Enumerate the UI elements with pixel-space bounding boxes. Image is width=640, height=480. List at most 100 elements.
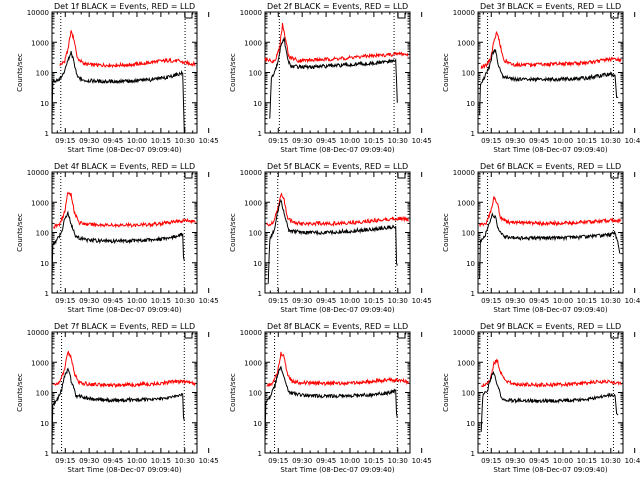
events-series-line	[51, 210, 185, 279]
panel-2: Det 2f BLACK = Events, RED = LLD 1 10 100 10…	[229, 2, 432, 154]
panel-title: Det 5f BLACK = Events, RED = LLD	[267, 162, 408, 171]
panel-title: Det 6f BLACK = Events, RED = LLD	[480, 162, 621, 171]
x-tick-label: 10:00	[553, 137, 573, 145]
corner-marker	[610, 173, 619, 179]
lld-series-line	[53, 350, 196, 389]
panel-5: Det 5f BLACK = Events, RED = LLD 1 10 100 10…	[229, 162, 432, 314]
panel-8: Det 8f BLACK = Events, RED = LLD 1 10 100 10…	[229, 322, 432, 474]
y-tick-label: 10	[466, 420, 475, 428]
x-tick-label: 09:15	[481, 137, 501, 145]
lld-series-line	[480, 30, 622, 69]
events-series-line	[479, 212, 621, 279]
corner-marker	[610, 333, 619, 339]
corner-marker	[184, 333, 193, 339]
x-tick-label: 09:30	[79, 137, 99, 145]
x-tick-label: 10:15	[151, 457, 171, 465]
y-tick-label: 10000	[453, 9, 475, 17]
x-tick-label: 10:00	[127, 457, 147, 465]
y-tick-label: 10	[253, 260, 262, 268]
y-tick-label: 1000	[31, 359, 49, 367]
panel-4: Det 4f BLACK = Events, RED = LLD 1 10 100 10…	[16, 162, 219, 314]
y-tick-label: 10	[253, 100, 262, 108]
x-tick-label: 09:15	[481, 457, 501, 465]
x-tick-label: 10:15	[364, 297, 384, 305]
events-series-line	[269, 37, 398, 119]
x-tick-label: 10:15	[577, 457, 597, 465]
y-tick-label: 100	[462, 390, 475, 398]
x-tick-label: 09:45	[529, 137, 549, 145]
y-axis-label: Counts/sec	[16, 53, 24, 92]
y-tick-label: 1000	[457, 199, 475, 207]
x-tick-label: 10:00	[340, 457, 360, 465]
panel-7: Det 7f BLACK = Events, RED = LLD 1 10 100 10…	[16, 322, 219, 474]
events-series-line	[480, 370, 619, 432]
y-tick-label: 100	[462, 70, 475, 78]
x-tick-label: 09:45	[316, 457, 336, 465]
x-tick-label: 10:00	[127, 137, 147, 145]
x-tick-label: 10:45	[199, 457, 219, 465]
x-axis-label: Start Time (08-Dec-07 09:09:40)	[280, 146, 394, 154]
y-axis-label: Counts/sec	[16, 213, 24, 252]
lld-series-line	[266, 351, 409, 388]
y-tick-label: 10000	[240, 329, 262, 337]
x-tick-label: 09:15	[481, 297, 501, 305]
y-axis-label: Counts/sec	[16, 373, 24, 412]
plot-frame	[477, 171, 624, 294]
x-tick-label: 10:00	[340, 297, 360, 305]
x-tick-label: 10:15	[151, 297, 171, 305]
y-tick-label: 1000	[457, 359, 475, 367]
corner-marker	[184, 13, 193, 19]
y-tick-label: 10	[466, 260, 475, 268]
events-series-line	[51, 51, 185, 134]
corner-marker	[610, 13, 619, 19]
y-axis-label: Counts/sec	[229, 213, 237, 252]
x-tick-label: 10:45	[625, 297, 640, 305]
x-axis-label: Start Time (08-Dec-07 09:09:40)	[493, 466, 607, 474]
corner-marker	[397, 13, 406, 19]
x-tick-label: 10:00	[340, 137, 360, 145]
x-tick-label: 10:15	[364, 457, 384, 465]
plot-frame	[51, 11, 198, 134]
y-tick-label: 10	[466, 100, 475, 108]
events-series-line	[264, 365, 398, 444]
x-tick-label: 10:00	[127, 297, 147, 305]
x-tick-label: 09:15	[268, 457, 288, 465]
x-tick-label: 10:30	[175, 297, 195, 305]
x-tick-label: 09:45	[529, 297, 549, 305]
y-tick-label: 1000	[31, 39, 49, 47]
x-tick-label: 10:45	[412, 457, 432, 465]
y-tick-label: 1	[258, 130, 262, 138]
x-tick-label: 10:15	[577, 297, 597, 305]
x-axis-label: Start Time (08-Dec-07 09:09:40)	[280, 306, 394, 314]
y-tick-label: 1000	[31, 199, 49, 207]
y-axis-label: Counts/sec	[229, 53, 237, 92]
y-axis-label: Counts/sec	[442, 373, 450, 412]
y-tick-label: 1	[471, 450, 475, 458]
y-axis-label: Counts/sec	[229, 373, 237, 412]
lld-series-line	[59, 30, 196, 69]
y-tick-label: 10000	[27, 329, 49, 337]
plot-frame	[477, 11, 624, 134]
panel-1: Det 1f BLACK = Events, RED = LLD 1 10 100 10…	[16, 2, 219, 154]
corner-marker	[184, 173, 193, 179]
x-tick-label: 09:45	[103, 457, 123, 465]
y-tick-label: 1	[45, 130, 49, 138]
events-series-line	[479, 48, 619, 115]
x-tick-label: 09:30	[505, 297, 525, 305]
panel-title: Det 2f BLACK = Events, RED = LLD	[267, 2, 408, 11]
lld-series-line	[479, 196, 622, 228]
x-tick-label: 10:15	[151, 137, 171, 145]
x-tick-label: 10:30	[601, 137, 621, 145]
x-tick-label: 09:45	[103, 297, 123, 305]
x-tick-label: 10:45	[625, 457, 640, 465]
y-tick-label: 1	[258, 450, 262, 458]
x-tick-label: 10:45	[412, 297, 432, 305]
plot-frame	[51, 331, 198, 454]
y-tick-label: 1000	[244, 359, 262, 367]
x-tick-label: 09:30	[79, 457, 99, 465]
y-axis-label: Counts/sec	[442, 53, 450, 92]
x-tick-label: 10:45	[199, 297, 219, 305]
panel-title: Det 3f BLACK = Events, RED = LLD	[480, 2, 621, 11]
x-tick-label: 10:45	[625, 137, 640, 145]
x-tick-label: 09:30	[505, 457, 525, 465]
